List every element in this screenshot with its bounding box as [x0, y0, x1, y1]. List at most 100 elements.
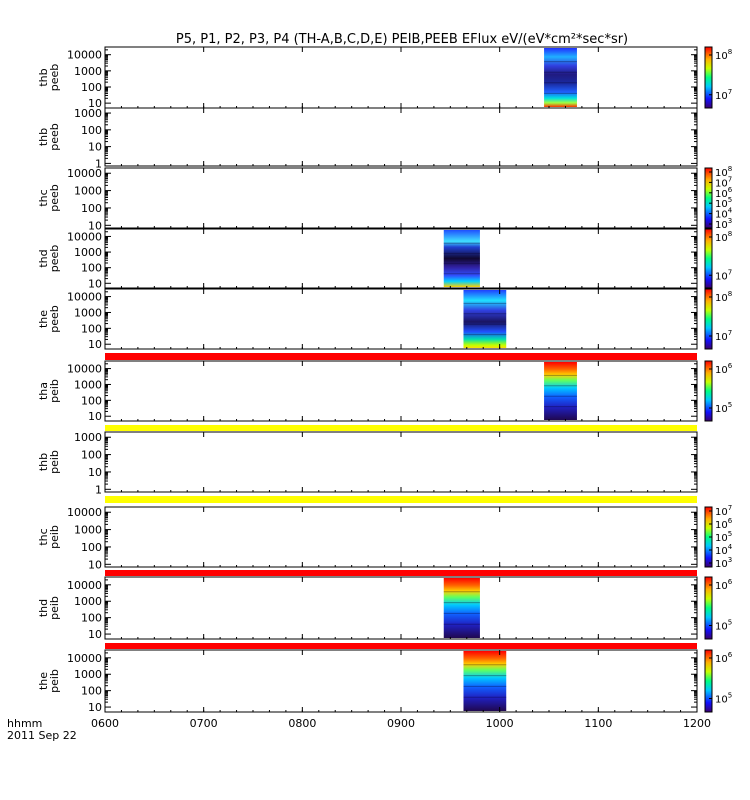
fill-band-red	[105, 570, 697, 576]
y-axis-label-probe: thb	[37, 128, 50, 146]
colorbar	[704, 167, 713, 229]
y-tick-label: 10	[88, 701, 102, 714]
y-tick-label: 10	[88, 141, 102, 154]
y-tick-label: 10	[88, 338, 102, 351]
y-tick-label: 100	[81, 685, 102, 698]
x-tick-label: 0800	[288, 717, 316, 730]
panel-frame	[104, 360, 698, 422]
colorbar-tick-label: 103	[715, 556, 732, 570]
panel-frame	[104, 288, 698, 350]
spectrogram-block	[443, 230, 480, 287]
panel-frame	[104, 46, 698, 109]
y-tick-label: 1	[95, 157, 102, 170]
spectrogram-block	[463, 651, 507, 711]
colorbar-tick-label: 106	[715, 362, 733, 376]
colorbar-tick-label: 105	[715, 401, 732, 415]
colorbar-tick-label: 104	[715, 543, 733, 557]
y-axis-label-probe: thd	[37, 249, 50, 267]
panel-frame	[104, 167, 698, 229]
colorbar	[704, 360, 713, 422]
y-axis-label-probe: thc	[37, 528, 50, 545]
y-axis-label-product: peib	[48, 379, 61, 403]
y-tick-label: 10000	[67, 579, 102, 592]
fill-band-yellow	[105, 425, 697, 431]
y-tick-label: 1000	[74, 65, 102, 78]
y-tick-label: 1000	[74, 524, 102, 537]
y-axis-label-probe: thd	[37, 599, 50, 617]
y-tick-label: 10000	[67, 506, 102, 519]
y-tick-label: 10	[88, 277, 102, 290]
colorbar-tick-label: 106	[715, 651, 733, 665]
y-tick-label: 10	[88, 466, 102, 479]
y-axis-label-probe: thb	[37, 68, 50, 86]
y-tick-label: 1000	[74, 185, 102, 198]
panel-group: 10100100010000thbpeeb1081071101001000thb…	[37, 46, 733, 714]
y-axis-label-product: peib	[48, 669, 61, 693]
panel-frame	[104, 576, 698, 640]
y-tick-label: 10	[88, 410, 102, 423]
colorbar	[704, 46, 713, 109]
y-tick-label: 10	[88, 219, 102, 232]
y-tick-label: 10	[88, 97, 102, 110]
colorbar	[704, 228, 713, 289]
y-tick-label: 10000	[67, 652, 102, 665]
y-tick-label: 10	[88, 558, 102, 571]
y-axis-label-probe: the	[37, 672, 50, 690]
y-axis-label-probe: thb	[37, 453, 50, 471]
y-tick-label: 10000	[67, 230, 102, 243]
x-tick-label: 1200	[683, 717, 711, 730]
y-axis-label-probe: tha	[37, 382, 50, 400]
colorbar	[704, 288, 713, 350]
y-tick-label: 1000	[74, 246, 102, 259]
y-axis-label-product: peeb	[48, 305, 61, 333]
colorbar-tick-label: 108	[715, 48, 732, 62]
x-axis: 0600 0700 0800 0900 1000 1100 1200	[91, 717, 711, 730]
colorbar-tick-label: 107	[715, 268, 732, 282]
y-axis-label-product: peib	[48, 596, 61, 620]
y-tick-label: 10000	[67, 291, 102, 304]
x-axis-unit-label: hhmm	[7, 717, 42, 730]
y-tick-label: 10	[88, 628, 102, 641]
x-tick-label: 0600	[91, 717, 119, 730]
y-axis-label-product: peib	[48, 450, 61, 474]
y-tick-label: 100	[81, 262, 102, 275]
x-tick-label: 0700	[190, 717, 218, 730]
y-axis-label-product: peeb	[48, 123, 61, 151]
y-tick-label: 100	[81, 394, 102, 407]
y-tick-label: 100	[81, 612, 102, 625]
panel-frame	[104, 107, 698, 167]
panel-frame	[104, 431, 698, 493]
colorbar-tick-label: 107	[715, 329, 732, 343]
colorbar-tick-label: 108	[715, 290, 732, 304]
y-tick-label: 100	[81, 322, 102, 335]
fill-band-red	[105, 353, 697, 360]
panel-frame	[104, 649, 698, 713]
colorbar-tick-label: 105	[715, 530, 732, 544]
y-axis-label-product: peib	[48, 525, 61, 549]
y-tick-label: 10000	[67, 49, 102, 62]
x-tick-label: 1000	[486, 717, 514, 730]
colorbar-tick-label: 107	[715, 88, 732, 102]
colorbar-tick-label: 105	[715, 692, 732, 706]
y-tick-label: 10000	[67, 167, 102, 180]
fill-band-yellow	[105, 496, 697, 503]
colorbar	[704, 576, 713, 640]
y-axis-label-probe: thc	[37, 189, 50, 206]
y-tick-label: 100	[81, 124, 102, 137]
x-tick-label: 1100	[584, 717, 612, 730]
x-tick-label: 0900	[387, 717, 415, 730]
colorbar-tick-label: 106	[715, 578, 733, 592]
colorbar-tick-label: 105	[715, 619, 732, 633]
colorbar	[704, 649, 713, 713]
y-tick-label: 100	[81, 202, 102, 215]
y-tick-label: 10000	[67, 363, 102, 376]
y-tick-label: 100	[81, 541, 102, 554]
